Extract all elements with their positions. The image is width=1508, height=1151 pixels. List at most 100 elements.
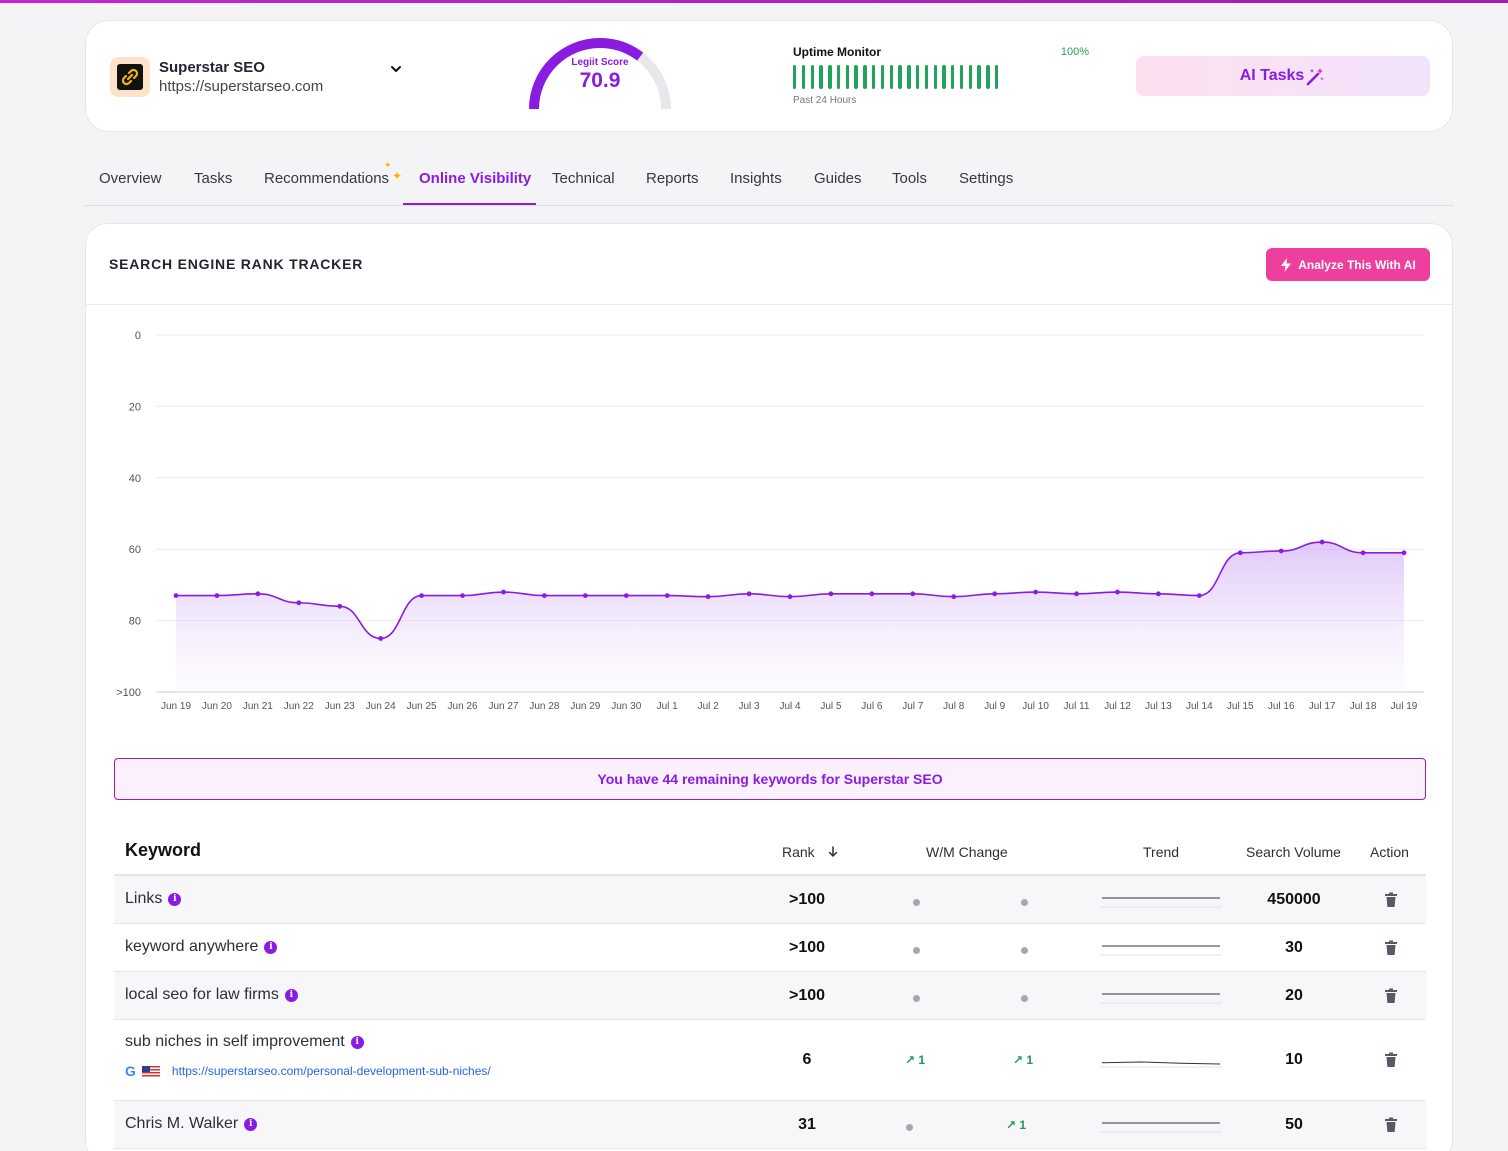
tab-online-visibility[interactable]: Online Visibility <box>403 170 536 205</box>
uptime-bar <box>968 65 973 89</box>
rank-point[interactable] <box>828 591 834 597</box>
rank-point[interactable] <box>623 593 629 599</box>
rank-point[interactable] <box>992 591 998 597</box>
rank-point[interactable] <box>1033 589 1038 595</box>
rank-point[interactable] <box>460 593 465 599</box>
rank-point[interactable] <box>1319 539 1325 545</box>
week-change-dot <box>913 899 920 906</box>
rank-point[interactable] <box>419 593 424 599</box>
header-volume[interactable]: Search Volume <box>1246 844 1341 860</box>
info-icon[interactable]: i <box>168 892 182 906</box>
rank-point[interactable] <box>378 636 384 641</box>
tab-technical[interactable]: Technical <box>552 170 615 187</box>
uptime-monitor[interactable]: Uptime Monitor 100% Past 24 Hours <box>793 45 1089 106</box>
rank-point[interactable] <box>869 591 875 597</box>
rank-point[interactable] <box>255 591 261 597</box>
keyword-text[interactable]: keyword anywhere <box>125 938 259 955</box>
ranking-url-link[interactable]: https://superstarseo.com/personal-develo… <box>171 1064 491 1078</box>
trend-sparkline <box>1100 1122 1222 1133</box>
tab-overview[interactable]: Overview <box>99 170 162 187</box>
keyword-text[interactable]: Chris M. Walker <box>125 1115 239 1132</box>
uptime-bars <box>793 65 1089 89</box>
tab-settings[interactable]: Settings <box>959 170 1014 187</box>
keyword-table: Keyword Rank W/M Change Trend Search Vol… <box>114 826 1426 1149</box>
rank-point[interactable] <box>501 589 506 595</box>
rank-point[interactable] <box>1156 591 1161 597</box>
header-rank[interactable]: Rank <box>782 844 839 860</box>
rank-point[interactable] <box>173 593 179 599</box>
tab-tools[interactable]: Tools <box>892 170 928 187</box>
rank-point[interactable] <box>1074 591 1079 597</box>
magic-wand-icon <box>1307 68 1325 86</box>
tab-recommendations[interactable]: Recommendations <box>264 170 390 187</box>
info-icon[interactable]: i <box>350 1035 364 1049</box>
info-icon[interactable]: i <box>264 940 278 954</box>
rank-point[interactable] <box>542 593 547 599</box>
trash-icon[interactable] <box>1384 940 1398 956</box>
x-tick-label: Jul 3 <box>739 701 761 712</box>
rank-point[interactable] <box>582 593 588 599</box>
keyword-text[interactable]: Links <box>125 890 163 907</box>
x-tick-label: Jul 16 <box>1268 701 1295 712</box>
site-selector[interactable]: Superstar SEO https://superstarseo.com <box>110 57 323 97</box>
table-row[interactable]: local seo for law firms i >100 20 <box>114 972 1426 1020</box>
legit-score-gauge[interactable]: Legiit Score 70.9 <box>526 35 674 115</box>
chevron-down-icon[interactable] <box>388 61 404 77</box>
rank-point[interactable] <box>1278 548 1284 554</box>
trash-icon[interactable] <box>1384 988 1398 1004</box>
x-tick-label: Jul 6 <box>861 701 883 712</box>
y-tick-label: 40 <box>129 473 141 485</box>
tab-tasks[interactable]: Tasks <box>194 170 233 187</box>
x-tick-label: Jul 12 <box>1104 701 1131 712</box>
search-volume: 50 <box>1285 1116 1303 1133</box>
x-tick-label: Jul 7 <box>902 701 924 712</box>
divider <box>86 304 1452 305</box>
x-tick-label: Jul 9 <box>984 701 1006 712</box>
trash-icon[interactable] <box>1384 892 1398 908</box>
x-tick-label: Jul 18 <box>1350 701 1377 712</box>
header-change: W/M Change <box>926 844 1008 860</box>
rank-point[interactable] <box>951 594 957 600</box>
rank-point[interactable] <box>664 593 670 599</box>
search-volume: 30 <box>1285 939 1303 956</box>
keyword-text[interactable]: local seo for law firms <box>125 986 279 1003</box>
x-tick-label: Jul 13 <box>1145 701 1172 712</box>
rank-point[interactable] <box>296 600 302 606</box>
rank-point[interactable] <box>746 591 752 597</box>
rank-point[interactable] <box>787 594 793 600</box>
keyword-text[interactable]: sub niches in self improvement <box>125 1033 345 1050</box>
info-icon[interactable]: i <box>244 1117 258 1131</box>
rank-point[interactable] <box>337 603 343 609</box>
week-change-dot <box>906 1124 913 1131</box>
info-icon[interactable]: i <box>284 988 298 1002</box>
table-row[interactable]: Chris M. Walker i 31 ↗ 1 50 <box>114 1101 1426 1149</box>
table-row[interactable]: keyword anywhere i >100 30 <box>114 924 1426 972</box>
rank-point[interactable] <box>1115 589 1120 595</box>
uptime-bar <box>828 65 832 89</box>
analyze-ai-button[interactable]: Analyze This With AI <box>1266 248 1430 281</box>
trash-icon[interactable] <box>1384 1052 1398 1068</box>
rank-point[interactable] <box>1196 593 1202 599</box>
rank-point[interactable] <box>705 594 711 600</box>
ai-tasks-button[interactable]: AI Tasks <box>1136 56 1430 96</box>
rank-point[interactable] <box>1360 550 1366 556</box>
rank-point[interactable] <box>1401 550 1407 556</box>
tab-reports[interactable]: Reports <box>646 170 699 187</box>
header-keyword[interactable]: Keyword <box>125 840 202 860</box>
rank-point[interactable] <box>214 593 220 599</box>
rank-value: >100 <box>788 939 826 956</box>
trash-icon[interactable] <box>1384 1117 1398 1133</box>
rank-point[interactable] <box>1237 550 1243 556</box>
tab-insights[interactable]: Insights <box>730 170 782 187</box>
rank-value: 31 <box>798 1116 816 1133</box>
uptime-bar <box>845 65 850 89</box>
legit-score-value: 70.9 <box>579 69 621 92</box>
rank-point[interactable] <box>910 591 916 597</box>
x-tick-label: Jul 8 <box>943 701 965 712</box>
search-volume: 450000 <box>1267 891 1321 908</box>
tab-guides[interactable]: Guides <box>814 170 862 187</box>
table-row[interactable]: Links i >100 450000 <box>114 876 1426 924</box>
analyze-ai-label: Analyze This With AI <box>1298 257 1416 272</box>
